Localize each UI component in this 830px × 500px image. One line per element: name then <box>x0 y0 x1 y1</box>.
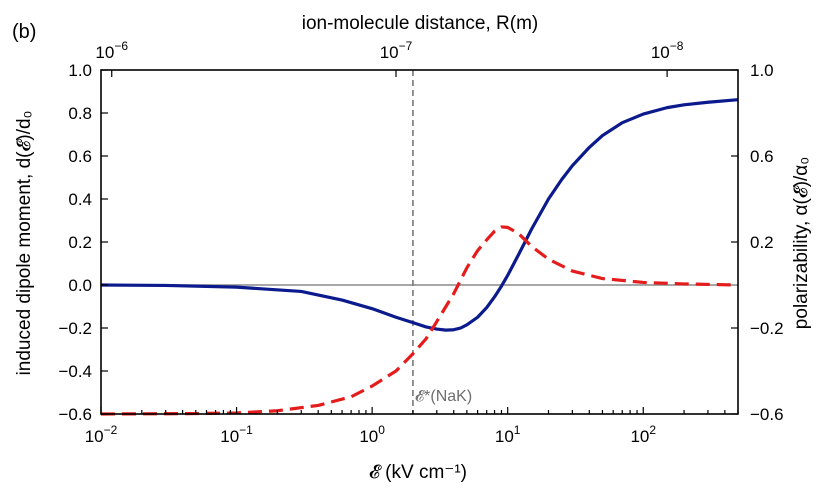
y-axis-label: induced dipole moment, d(𝓔)/d₀ <box>14 111 35 376</box>
x-tick-label: 10−2 <box>85 423 118 446</box>
x-axis-label: 𝓔 (kV cm⁻¹) <box>369 462 467 483</box>
axes-frame <box>100 69 739 415</box>
y-tick-label: −0.2 <box>58 319 92 338</box>
x2-tick-label: 10−6 <box>95 39 128 62</box>
y2-tick-label: 0.2 <box>750 233 774 252</box>
x-tick-label: 10−1 <box>220 423 253 446</box>
y-tick-label: −0.4 <box>58 362 92 381</box>
series-layer <box>100 98 739 416</box>
axes-layer <box>100 69 739 415</box>
y2-tick-label: −0.2 <box>750 319 784 338</box>
panel-label: (b) <box>12 21 36 43</box>
y-tick-label: 0.8 <box>68 104 92 123</box>
y-tick-label: 0.4 <box>68 190 92 209</box>
y-tick-label: 0.0 <box>68 276 92 295</box>
y-tick-label: −0.6 <box>58 405 92 424</box>
y2-tick-label: 1.0 <box>750 61 774 80</box>
dipole-moment-curve <box>100 98 739 332</box>
polarizability-curve <box>100 225 739 416</box>
right-axis-label: polarizability, α(𝓔)/α₀ <box>791 157 812 329</box>
x-tick-label: 102 <box>630 423 656 446</box>
critical-field-annotation: 𝓔*(NaK) <box>415 388 472 405</box>
x2-tick-label: 10−8 <box>651 39 684 62</box>
y-tick-label: 1.0 <box>68 61 92 80</box>
x-tick-label: 101 <box>495 423 521 446</box>
x2-tick-label: 10−7 <box>380 39 413 62</box>
top-axis-label: ion-molecule distance, R(m) <box>302 13 539 34</box>
y2-tick-label: −0.6 <box>750 405 784 424</box>
y-tick-label: 0.2 <box>68 233 92 252</box>
ticks-layer: 10−2 10−1 100 101 102 10−6 10−7 10−8 1.0 0.8 0.6 0.… <box>58 39 783 446</box>
x-tick-label: 100 <box>359 423 385 446</box>
plot-area <box>101 70 738 414</box>
y-tick-label: 0.6 <box>68 147 92 166</box>
y2-tick-label: 0.6 <box>750 147 774 166</box>
